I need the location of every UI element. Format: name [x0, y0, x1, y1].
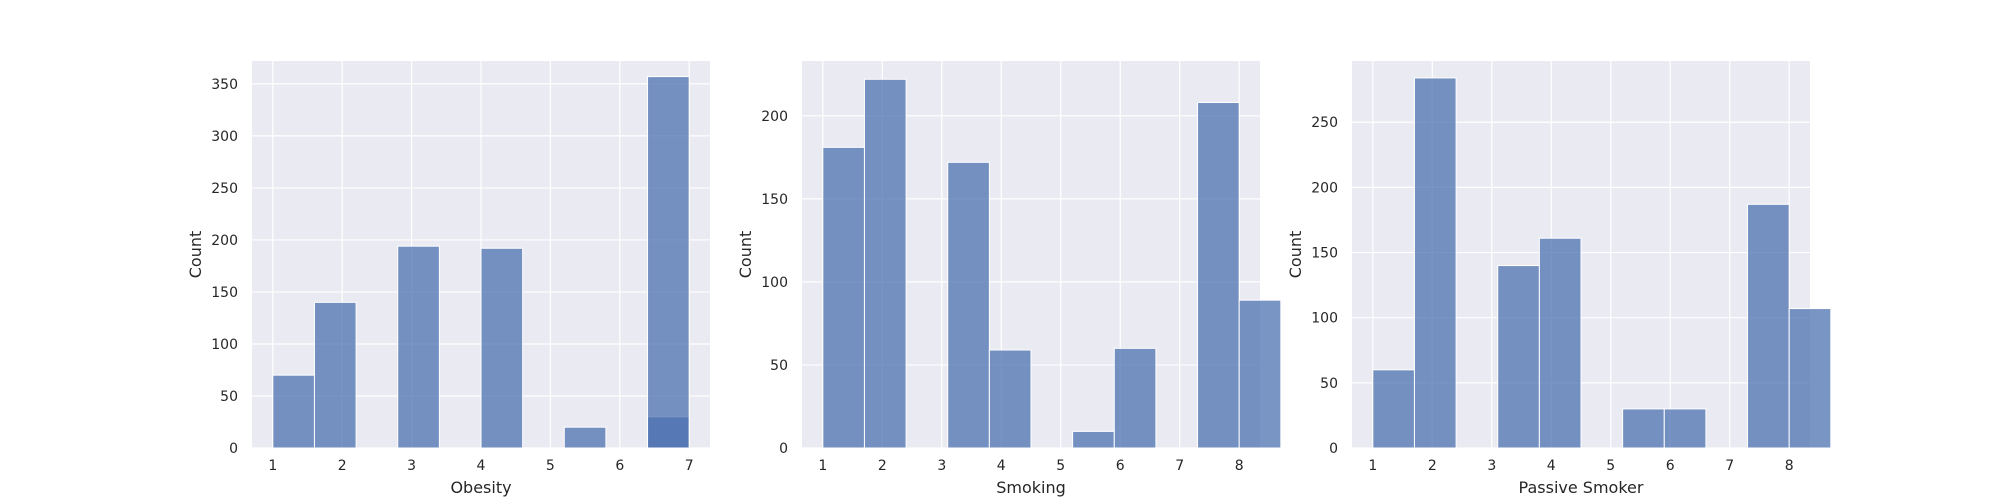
- histogram-bar: [1072, 430, 1115, 449]
- x-axis-label: Smoking: [996, 478, 1066, 497]
- y-tick-label: 50: [220, 389, 238, 405]
- histogram-bar: [863, 78, 907, 449]
- x-tick-label: 1: [268, 458, 277, 474]
- y-axis-label: Count: [186, 231, 205, 279]
- x-tick-label: 7: [685, 458, 694, 474]
- histogram-bar: [1197, 102, 1240, 449]
- chart-2: 1 2 3 4 5 6 7 8 0 50 100 150 200 Smoking Count: [736, 61, 1282, 497]
- y-axis-label: Count: [1286, 231, 1305, 279]
- x-tick-label: 4: [997, 458, 1006, 474]
- x-tick-label: 2: [878, 458, 887, 474]
- x-tick-label: 3: [1487, 458, 1496, 474]
- y-tick-label: 100: [211, 337, 238, 353]
- y-tick-label: 200: [761, 109, 788, 125]
- histogram-bar: [1497, 265, 1540, 449]
- x-tick-label: 1: [818, 458, 827, 474]
- y-tick-label: 0: [1329, 441, 1338, 457]
- histogram-bar: [988, 349, 1032, 449]
- y-tick-label: 100: [761, 275, 788, 291]
- histogram-bar: [313, 301, 357, 449]
- y-tick-label: 150: [1311, 246, 1338, 262]
- x-tick-label: 5: [546, 458, 555, 474]
- x-tick-label: 5: [1606, 458, 1615, 474]
- histogram-bar: [647, 76, 690, 449]
- y-tick-label: 250: [211, 181, 238, 197]
- histogram-bar: [1747, 203, 1790, 449]
- y-tick-label: 350: [211, 77, 238, 93]
- chart-1: 1 2 3 4 5 6 7 0 50 100 150 200 250 300 350 Obesity Count: [186, 61, 710, 497]
- histogram-bar: [1538, 237, 1582, 449]
- charts-container: 1 2 3 4 5 6 7050100150200250300350ObesityCount…: [186, 61, 1832, 497]
- histogram-bar: [822, 146, 865, 449]
- y-tick-label: 150: [211, 285, 238, 301]
- y-tick-label: 0: [229, 441, 238, 457]
- histogram-bar: [397, 245, 440, 449]
- y-tick-label: 300: [211, 129, 238, 145]
- y-tick-label: 100: [1311, 311, 1338, 327]
- histogram-bar: [947, 161, 990, 449]
- x-tick-label: 8: [1785, 458, 1794, 474]
- x-axis-label: Passive Smoker: [1519, 478, 1644, 497]
- x-tick-label: 8: [1235, 458, 1244, 474]
- x-tick-label: 3: [407, 458, 416, 474]
- x-tick-label: 6: [615, 458, 624, 474]
- chart-3: 1 2 3 4 5 6 7 8 0 50 100 150 200 250 Passive Smoker Cou…: [1286, 61, 1832, 497]
- histogram-bar: [1663, 408, 1707, 449]
- histogram-bar: [272, 374, 315, 449]
- y-tick-label: 50: [770, 358, 788, 374]
- x-tick-label: 6: [1116, 458, 1125, 474]
- y-axis-label: Count: [736, 231, 755, 279]
- x-tick-label: 7: [1725, 458, 1734, 474]
- histogram-bar: [1238, 299, 1282, 449]
- histogram-bar: [563, 426, 607, 449]
- histogram-bar: [1372, 369, 1415, 449]
- y-tick-label: 200: [211, 233, 238, 249]
- y-tick-label: 250: [1311, 115, 1338, 131]
- x-tick-label: 7: [1175, 458, 1184, 474]
- x-tick-label: 1: [1368, 458, 1377, 474]
- y-tick-label: 0: [779, 441, 788, 457]
- x-tick-label: 3: [937, 458, 946, 474]
- x-axis-label: Obesity: [450, 478, 511, 497]
- histogram-bar: [1413, 77, 1457, 449]
- y-tick-label: 150: [761, 192, 788, 208]
- x-tick-label: 2: [1428, 458, 1437, 474]
- histogram-bar: [1788, 308, 1832, 449]
- x-tick-label: 6: [1666, 458, 1675, 474]
- y-tick-label: 50: [1320, 376, 1338, 392]
- x-tick-label: 4: [477, 458, 486, 474]
- x-tick-label: 4: [1547, 458, 1556, 474]
- histogram-bar: [1113, 347, 1157, 449]
- x-tick-label: 2: [338, 458, 347, 474]
- histogram-bar: [1622, 408, 1665, 449]
- y-tick-label: 200: [1311, 180, 1338, 196]
- histogram-bar: [480, 247, 524, 449]
- x-tick-label: 5: [1056, 458, 1065, 474]
